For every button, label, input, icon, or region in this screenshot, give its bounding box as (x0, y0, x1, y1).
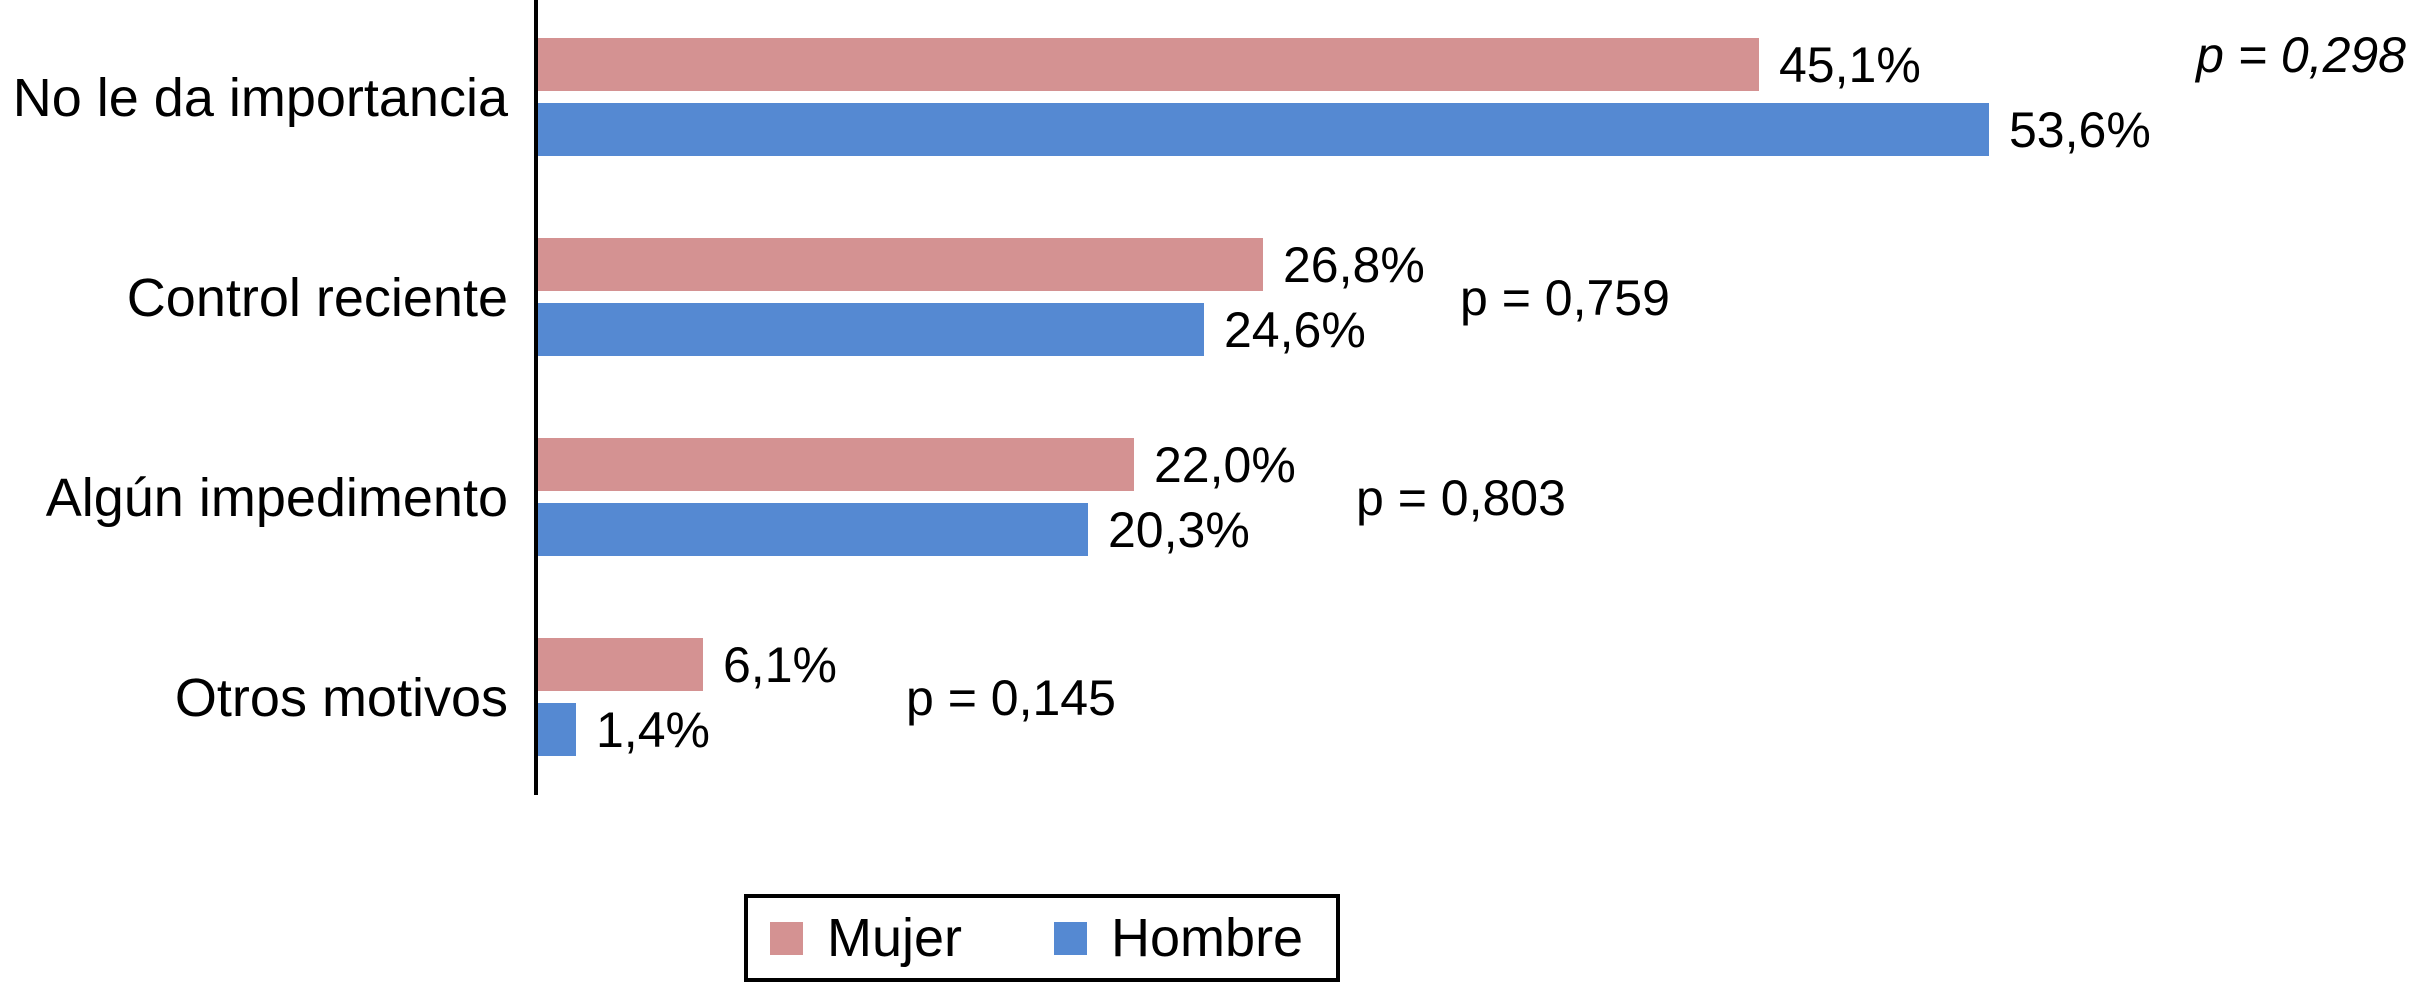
bar-hombre (538, 503, 1088, 556)
bar-mujer (538, 638, 703, 691)
bar-mujer (538, 438, 1134, 491)
p-value-label: p = 0,759 (1460, 270, 1670, 326)
legend: Mujer Hombre (744, 894, 1340, 982)
value-label-hombre: 20,3% (1108, 502, 1250, 558)
bar-mujer (538, 38, 1759, 91)
value-label-mujer: 26,8% (1283, 237, 1425, 293)
bar-hombre (538, 703, 576, 756)
legend-label-hombre: Hombre (1111, 908, 1304, 968)
value-label-mujer: 6,1% (723, 637, 837, 693)
legend-swatch-hombre (1054, 921, 1088, 955)
value-label-mujer: 45,1% (1779, 37, 1921, 93)
value-label-mujer: 22,0% (1154, 437, 1296, 493)
p-value-label: p = 0,145 (906, 670, 1116, 726)
y-axis-line (534, 0, 538, 795)
category-label: Otros motivos (174, 668, 508, 728)
value-label-hombre: 1,4% (596, 702, 710, 758)
p-value-label-top: p = 0,298 (2196, 27, 2406, 83)
value-label-hombre: 24,6% (1224, 302, 1366, 358)
legend-label-mujer: Mujer (827, 908, 963, 968)
category-label: Control reciente (126, 268, 508, 328)
legend-swatch-mujer (770, 921, 803, 955)
bar-mujer (538, 238, 1263, 291)
category-label: No le da importancia (12, 68, 508, 128)
category-label: Algún impedimento (45, 468, 508, 528)
bar-hombre (538, 303, 1204, 356)
p-value-label: p = 0,803 (1356, 470, 1566, 526)
bar-hombre (538, 103, 1989, 156)
value-label-hombre: 53,6% (2009, 102, 2151, 158)
